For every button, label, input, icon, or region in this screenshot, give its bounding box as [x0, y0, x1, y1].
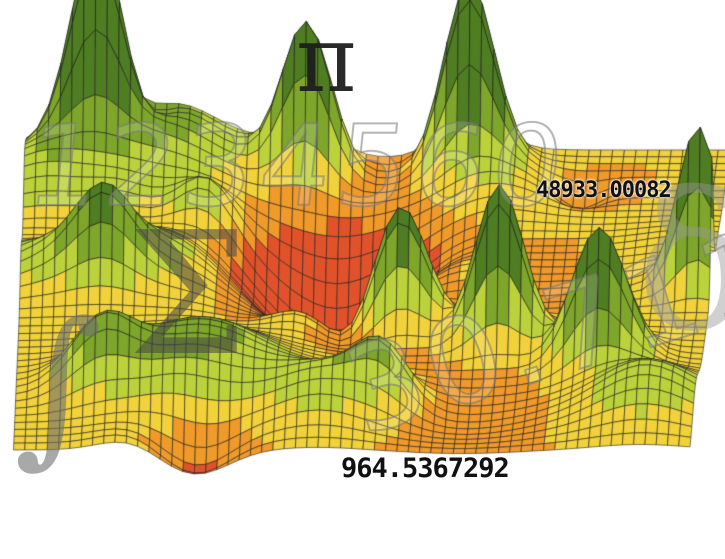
- 3d-surface-plot: [0, 0, 725, 559]
- visualization-canvas: 1234560 30.7112 π Σ ∫ δ 48933.00082 964.…: [0, 0, 725, 559]
